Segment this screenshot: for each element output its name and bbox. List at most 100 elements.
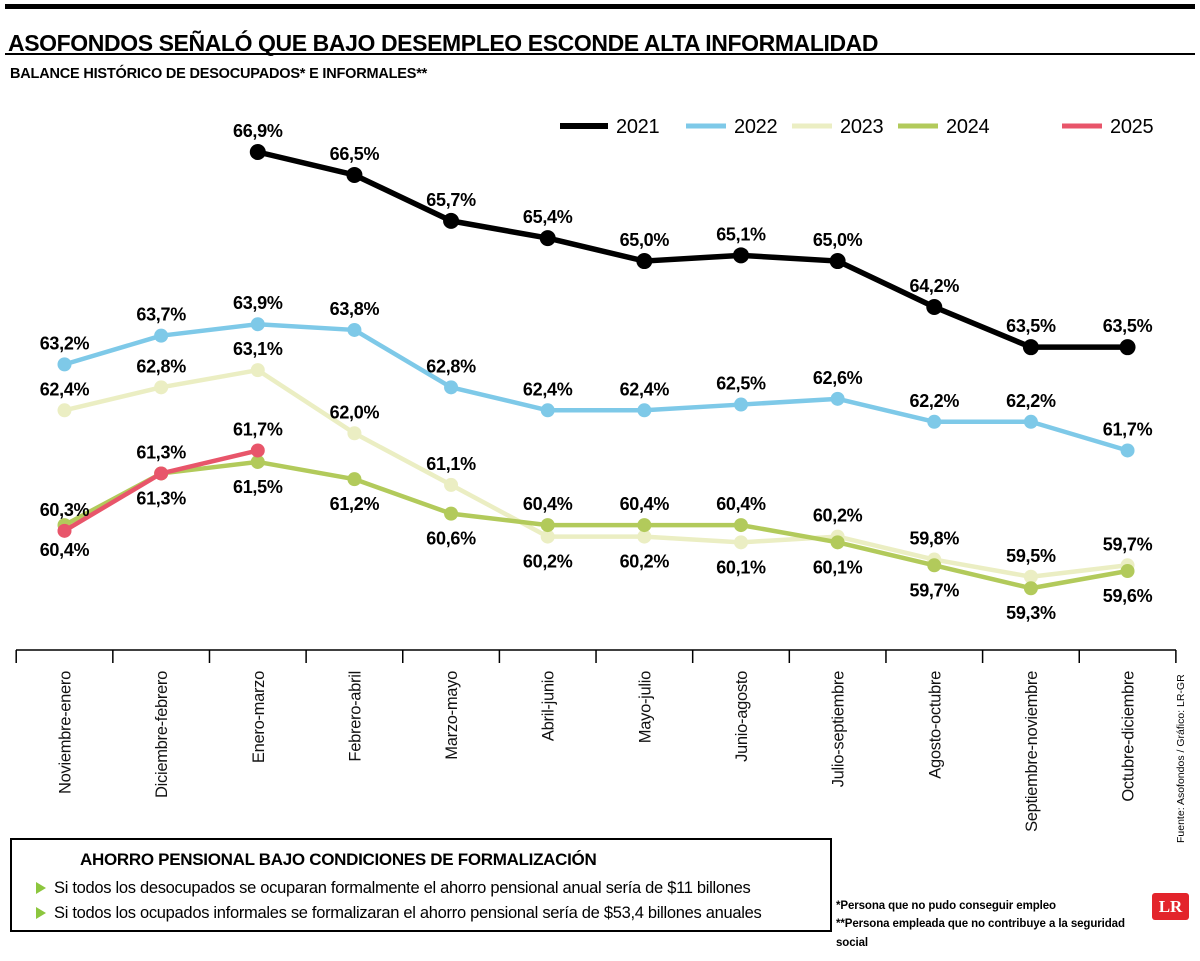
data-point — [444, 477, 459, 492]
bullet-triangle-icon — [36, 882, 46, 894]
value-label-2023: 62,4% — [40, 379, 90, 399]
x-axis-label: Junio-agosto — [733, 671, 751, 762]
data-point — [57, 403, 72, 418]
value-label-2023: 60,1% — [716, 557, 766, 577]
data-point — [926, 298, 943, 315]
data-point — [540, 403, 555, 418]
data-point — [250, 443, 265, 458]
value-label-2022: 62,2% — [909, 391, 959, 411]
bullet-triangle-icon — [36, 906, 46, 919]
x-axis — [15, 649, 1177, 663]
series-2021 — [249, 144, 1136, 356]
value-label-2022: 62,5% — [716, 374, 766, 394]
x-axis-label: Abril-junio — [540, 671, 558, 741]
x-axis-label: Septiembre-noviembre — [1023, 671, 1041, 832]
value-label-2024: 61,5% — [233, 477, 283, 497]
value-label-2022: 62,6% — [813, 368, 863, 388]
legend-label-2023: 2023 — [840, 116, 883, 138]
value-label-2024: 61,3% — [136, 488, 186, 508]
data-point — [830, 535, 845, 550]
data-point — [57, 523, 72, 538]
savings-box-title: AHORRO PENSIONAL BAJO CONDICIONES DE FOR… — [80, 850, 597, 869]
title-rule — [5, 53, 1195, 55]
value-label-2021: 63,5% — [1006, 316, 1056, 336]
value-label-2024: 59,7% — [909, 580, 959, 600]
data-point — [1119, 339, 1136, 356]
value-label-2023: 60,2% — [523, 552, 573, 572]
value-label-2022: 63,8% — [330, 299, 380, 319]
data-point — [154, 328, 169, 343]
data-point — [733, 397, 748, 412]
data-point — [347, 426, 362, 441]
x-axis-label: Mayo-julio — [636, 671, 654, 743]
x-axis-label: Noviembre-enero — [57, 671, 75, 794]
value-label-2021: 66,9% — [233, 121, 283, 141]
data-point — [1120, 443, 1135, 458]
x-axis-label: Julio-septiembre — [830, 671, 848, 787]
data-point — [250, 454, 265, 469]
savings-box-item: Si todos los ocupados informales se form… — [36, 901, 818, 926]
line-chart: 2021 2022 2023 2024 2025 Noviembre-enero Dicie… — [15, 116, 1177, 832]
footnote-desocupado: *Persona que no pudo conseguir empleo — [836, 900, 1056, 912]
value-label-2021: 65,7% — [426, 190, 476, 210]
value-label-2024: 59,6% — [1103, 586, 1153, 606]
data-point — [347, 322, 362, 337]
value-label-2021: 65,4% — [523, 207, 573, 227]
data-point — [250, 317, 265, 332]
value-label-2021: 64,2% — [909, 276, 959, 296]
value-label-2024: 60,6% — [426, 529, 476, 549]
value-label-2022: 63,9% — [233, 293, 283, 313]
data-point — [250, 363, 265, 378]
value-label-2025: 60,3% — [40, 500, 90, 520]
value-label-2021: 65,0% — [620, 230, 670, 250]
savings-box-item: Si todos los desocupados se ocuparan for… — [36, 876, 818, 901]
data-point — [539, 230, 556, 247]
data-point — [637, 518, 652, 533]
value-label-2023: 60,2% — [620, 552, 670, 572]
value-label-2023: 63,1% — [233, 339, 283, 359]
value-label-2023: 59,5% — [1006, 546, 1056, 566]
value-label-2024: 59,3% — [1006, 603, 1056, 623]
value-label-2021: 63,5% — [1103, 316, 1153, 336]
data-point — [733, 518, 748, 533]
series-2023 — [57, 363, 1135, 584]
x-axis-label: Febrero-abril — [346, 671, 364, 762]
value-label-2022: 63,7% — [136, 305, 186, 325]
value-label-2022: 62,8% — [426, 356, 476, 376]
data-point — [57, 357, 72, 372]
value-label-2024: 61,2% — [330, 494, 380, 514]
footnote-informal: **Persona empleada que no contribuye a l… — [836, 918, 1125, 949]
value-label-2022: 63,2% — [40, 333, 90, 353]
x-axis-label: Diciembre-febrero — [153, 671, 171, 798]
data-point — [444, 506, 459, 521]
value-label-2021: 66,5% — [330, 144, 380, 164]
data-point — [444, 380, 459, 395]
legend-label-2022: 2022 — [734, 116, 777, 138]
data-point — [637, 529, 652, 544]
legend-label-2025: 2025 — [1110, 116, 1153, 138]
legend-label-2021: 2021 — [616, 116, 659, 138]
value-label-2022: 62,4% — [523, 379, 573, 399]
lr-logo: LR — [1152, 893, 1189, 920]
footnotes: *Persona que no pudo conseguir empleo **… — [836, 897, 1156, 952]
legend: 2021 2022 2023 2024 2025 — [560, 116, 1154, 138]
data-point — [636, 253, 653, 270]
x-axis-label: Enero-marzo — [250, 671, 268, 763]
data-point — [732, 247, 749, 264]
value-label-2024: 60,4% — [523, 494, 573, 514]
data-point — [1023, 569, 1038, 584]
value-label-2023: 59,8% — [909, 529, 959, 549]
data-point — [1022, 339, 1039, 356]
value-label-2025: 61,7% — [233, 419, 283, 439]
data-point — [154, 466, 169, 481]
data-point — [1120, 564, 1135, 579]
data-point — [540, 529, 555, 544]
page-title: ASOFONDOS SEÑALÓ QUE BAJO DESEMPLEO ESCO… — [8, 30, 879, 57]
value-label-2023: 61,1% — [426, 454, 476, 474]
value-label-2022: 62,4% — [620, 379, 670, 399]
data-point — [154, 380, 169, 395]
data-point — [1023, 414, 1038, 429]
value-label-2023: 62,8% — [136, 356, 186, 376]
series-2024 — [57, 454, 1135, 596]
